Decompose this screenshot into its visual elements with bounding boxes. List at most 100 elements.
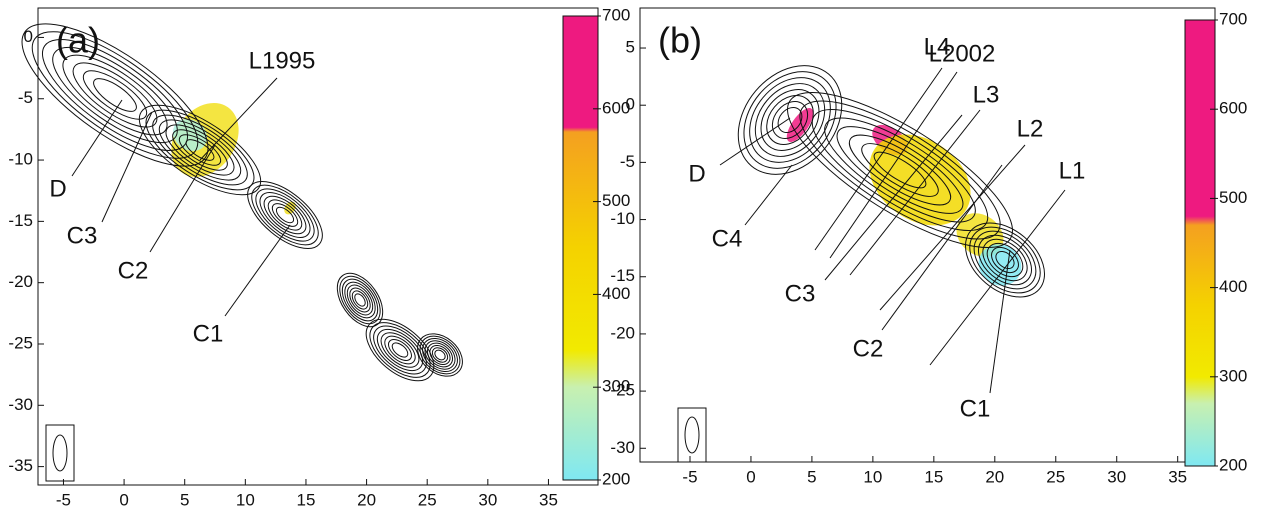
x-tick-label: 5 — [180, 490, 189, 509]
annotation: C2 — [853, 335, 884, 362]
x-tick-label: 5 — [807, 467, 816, 486]
colorbar — [562, 15, 599, 481]
contour — [259, 192, 311, 238]
y-tick-label: 0 — [626, 95, 635, 114]
leader-line — [814, 67, 943, 251]
contour — [365, 318, 435, 382]
contour — [426, 342, 454, 368]
contour — [271, 203, 299, 227]
y-tick-label: -20 — [610, 323, 635, 342]
contour — [255, 188, 315, 242]
leader-line — [849, 109, 981, 276]
contour — [336, 272, 384, 328]
x-tick-label: 25 — [418, 490, 437, 509]
contour — [178, 134, 222, 166]
contour — [824, 117, 976, 223]
contour — [21, 23, 209, 167]
contour — [346, 284, 374, 316]
contour — [417, 333, 463, 377]
y-tick-label: -25 — [8, 333, 33, 352]
annotation: C1 — [193, 320, 224, 347]
leader-line — [881, 164, 1003, 331]
leader-line — [719, 117, 791, 166]
contour — [380, 332, 420, 368]
y-tick-label: -10 — [8, 150, 33, 169]
colorbar-tick-label: 200 — [1219, 455, 1247, 474]
y-tick-label: -35 — [8, 456, 33, 475]
y-tick-label: -5 — [18, 88, 33, 107]
annotation: C1 — [960, 395, 991, 422]
leader-line — [101, 111, 153, 223]
contour — [982, 238, 1028, 282]
emission-blob — [786, 107, 814, 143]
contour — [424, 340, 456, 370]
contour — [165, 124, 235, 176]
x-tick-label: 0 — [746, 467, 755, 486]
annotation: D — [49, 175, 66, 202]
contour — [429, 344, 451, 366]
y-tick-label: -30 — [8, 395, 33, 414]
leader-line — [199, 77, 278, 161]
contour — [965, 222, 1045, 298]
annotation: L1995 — [249, 47, 316, 74]
contour — [31, 31, 199, 159]
contour — [263, 195, 307, 235]
contour — [754, 83, 826, 157]
contour — [836, 126, 964, 214]
colorbar-tick-label: 400 — [602, 284, 630, 303]
contour — [138, 104, 262, 196]
contour — [376, 328, 424, 372]
contour — [158, 119, 242, 181]
contour — [267, 199, 303, 231]
x-tick-label: 20 — [357, 490, 376, 509]
contour — [873, 151, 927, 189]
colorbar-tick-label: 300 — [602, 377, 630, 396]
contour — [369, 322, 431, 378]
contour — [848, 134, 952, 206]
annotation: C2 — [118, 257, 149, 284]
y-tick-label: -15 — [610, 266, 635, 285]
contour — [811, 109, 989, 231]
contour — [344, 281, 376, 319]
y-tick-label: -15 — [8, 211, 33, 230]
contour — [349, 287, 371, 313]
y-tick-label: 5 — [626, 38, 635, 57]
y-tick-label: -25 — [610, 381, 635, 400]
beam — [52, 434, 68, 472]
contour — [388, 339, 412, 361]
x-tick-label: -5 — [682, 467, 697, 486]
annotation: L3 — [973, 81, 1000, 108]
annotation: L2 — [1017, 115, 1044, 142]
contour — [172, 129, 228, 171]
colorbar — [1184, 19, 1216, 467]
contour — [419, 335, 461, 375]
contour — [771, 101, 809, 139]
annotation: L4 — [924, 33, 951, 60]
contour — [72, 62, 158, 128]
contour — [41, 39, 189, 151]
contour — [384, 335, 416, 365]
annotation: C3 — [785, 280, 816, 307]
contour — [93, 78, 137, 112]
contour — [275, 206, 295, 224]
contour — [251, 184, 319, 246]
leader-line — [224, 224, 291, 317]
panel: (b) -5 0 5 10 15 20 25 30 35 5 0 -5 -10 -15 -20 -25 -30 20… — [610, 7, 1247, 486]
leader-line — [824, 114, 963, 281]
y-tick-label: -20 — [8, 272, 33, 291]
contour — [422, 337, 458, 373]
x-tick-label: 0 — [119, 490, 128, 509]
beam-box — [677, 407, 707, 463]
x-tick-label: 10 — [236, 490, 255, 509]
contour — [339, 275, 381, 325]
colorbar-tick-label: 600 — [602, 98, 630, 117]
panel-label: (a) — [56, 20, 100, 61]
contour — [185, 139, 215, 161]
contour — [986, 242, 1024, 278]
colorbar-tick-label: 200 — [602, 469, 630, 488]
leader-line — [149, 144, 216, 253]
contour — [391, 342, 409, 358]
leader-line — [71, 99, 123, 177]
leader-line — [989, 249, 1011, 394]
annotation: L2002 — [929, 40, 996, 67]
